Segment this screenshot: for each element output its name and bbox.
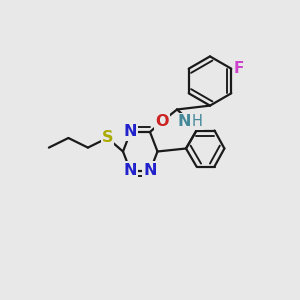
Text: H: H <box>192 114 203 129</box>
Text: F: F <box>234 61 244 76</box>
Text: N: N <box>143 163 157 178</box>
Text: N: N <box>177 114 191 129</box>
Text: O: O <box>155 114 169 129</box>
Text: S: S <box>102 130 113 146</box>
Text: N: N <box>124 124 137 140</box>
Text: N: N <box>124 163 137 178</box>
